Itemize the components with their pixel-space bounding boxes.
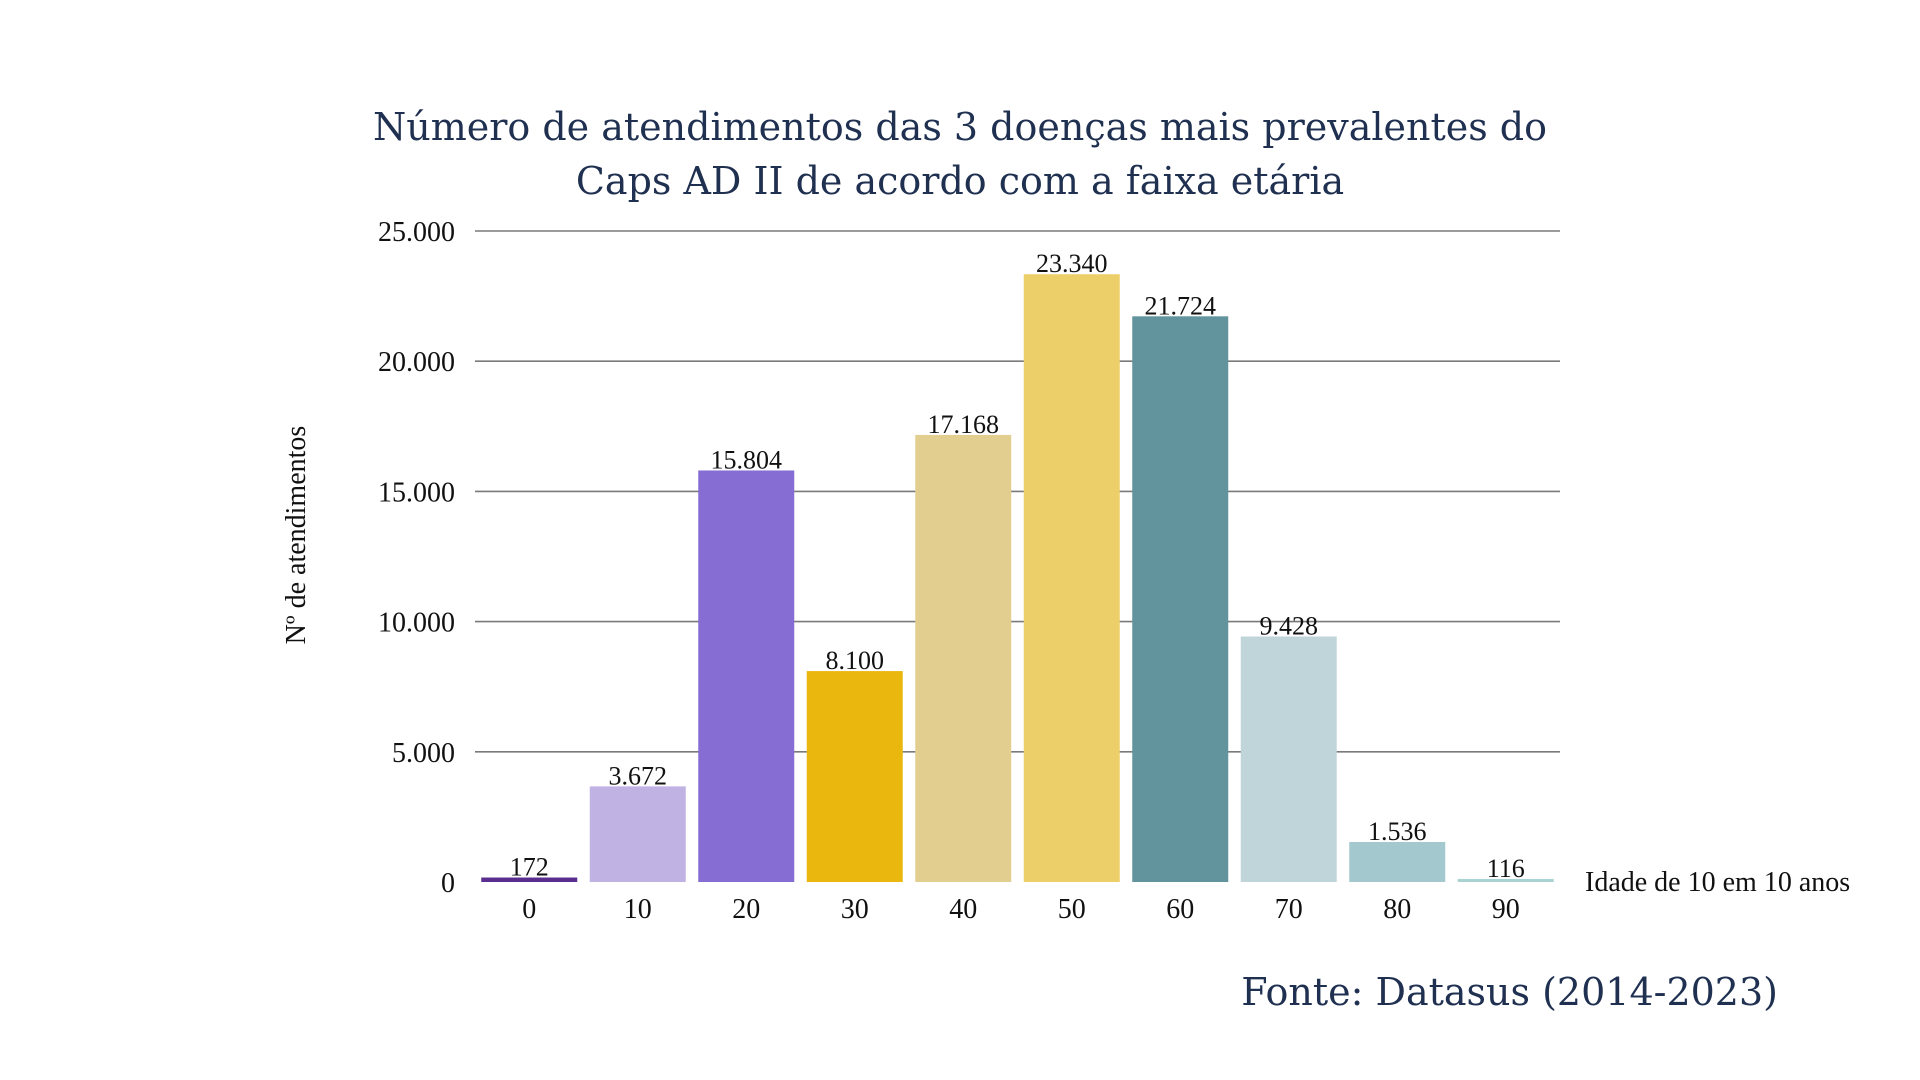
x-tick-label: 40: [949, 894, 977, 925]
x-tick-label: 60: [1166, 894, 1194, 925]
chart-title-line-1: Número de atendimentos das 3 doenças mai…: [373, 105, 1547, 149]
x-axis-label: Idade de 10 em 10 anos: [1585, 867, 1850, 898]
bar: [1023, 274, 1120, 882]
value-label: 21.724: [1145, 291, 1217, 320]
bar: [698, 470, 795, 882]
bar: [1240, 636, 1337, 882]
value-label: 1.536: [1368, 817, 1427, 846]
value-label: 23.340: [1036, 249, 1108, 278]
value-label: 15.804: [711, 445, 783, 474]
x-tick-label: 80: [1383, 894, 1411, 925]
source-note: Fonte: Datasus (2014-2023): [1241, 970, 1778, 1014]
x-tick-label: 10: [624, 894, 652, 925]
x-tick-label: 20: [732, 894, 760, 925]
bar: [589, 786, 686, 882]
x-axis-ticks: 0 10 20 30 40 50 60 70 80 90: [522, 894, 1520, 925]
x-tick-label: 70: [1275, 894, 1303, 925]
y-tick-label: 20.000: [378, 347, 455, 378]
bar: [806, 671, 903, 882]
gridlines: [475, 230, 1560, 753]
x-tick-label: 50: [1058, 894, 1086, 925]
bars: [481, 274, 1554, 883]
y-tick-label: 5.000: [392, 738, 455, 769]
y-tick-label: 0: [441, 868, 455, 899]
value-label: 172: [510, 853, 549, 882]
x-tick-label: 90: [1492, 894, 1520, 925]
bar: [1349, 842, 1446, 882]
value-label: 3.672: [609, 761, 668, 790]
value-label: 8.100: [826, 646, 885, 675]
bar: [1132, 316, 1229, 883]
chart-title-line-2: Caps AD II de acordo com a faixa etária: [576, 159, 1344, 203]
value-labels: 172 3.672 15.804 8.100 17.168 23.340 21.724 9.4…: [510, 249, 1525, 883]
y-tick-label: 25.000: [378, 217, 455, 248]
y-tick-label: 15.000: [378, 477, 455, 508]
bar: [1457, 878, 1554, 882]
value-label: 9.428: [1260, 611, 1319, 640]
y-axis-ticks: 0 5.000 10.000 15.000 20.000 25.000: [378, 217, 455, 899]
x-tick-label: 0: [522, 894, 536, 925]
y-tick-label: 10.000: [378, 608, 455, 639]
y-axis-label: Nº de atendimentos: [281, 426, 312, 645]
x-tick-label: 30: [841, 894, 869, 925]
bar: [915, 434, 1012, 882]
value-label: 17.168: [928, 410, 1000, 439]
value-label: 116: [1487, 854, 1525, 883]
bar: [481, 877, 578, 882]
